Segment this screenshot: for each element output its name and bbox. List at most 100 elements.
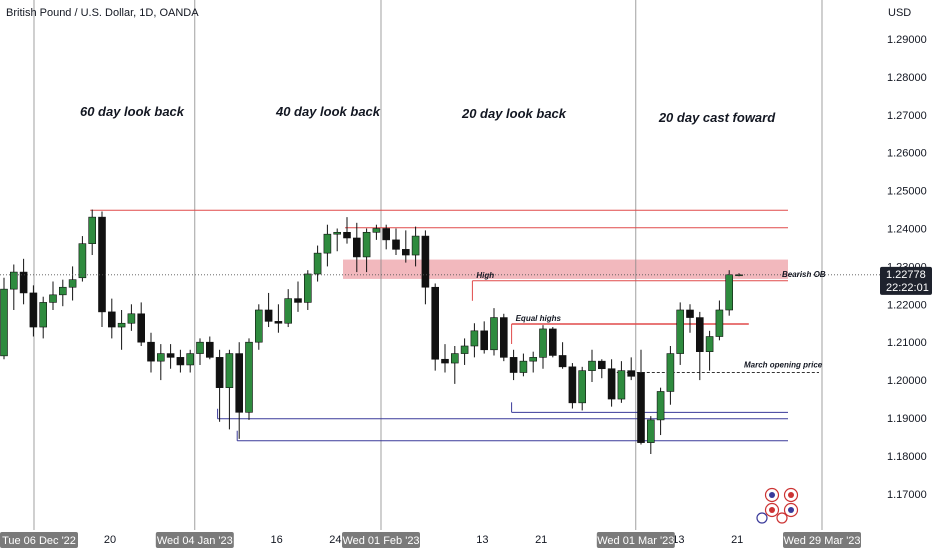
candle	[323, 224, 332, 267]
candle-body	[255, 309, 263, 343]
price-tick-label: 1.18000	[887, 451, 927, 463]
period-label-cast: 20 day cast foward	[658, 110, 776, 125]
candle	[274, 304, 283, 333]
candle-body	[401, 249, 410, 256]
candle-body	[108, 311, 116, 328]
candle	[597, 359, 606, 379]
candle	[705, 330, 714, 371]
price-tick-label: 1.27000	[887, 110, 927, 122]
candle	[78, 236, 87, 282]
candle-body	[147, 341, 155, 362]
candle-body	[568, 366, 577, 404]
high-label: High	[476, 271, 494, 280]
candle-body	[225, 353, 234, 388]
current-price-tag: 1.22778 22:22:01	[880, 266, 932, 295]
period-dividers	[33, 0, 823, 530]
candle	[225, 349, 234, 430]
candle-body	[676, 309, 685, 354]
price-tick-label: 1.28000	[887, 72, 927, 84]
candle-body	[705, 336, 714, 352]
candle	[255, 304, 263, 350]
currency-label: USD	[888, 7, 911, 19]
candle	[715, 300, 724, 341]
candle-body	[294, 298, 302, 303]
candle	[166, 344, 175, 369]
candle-body	[362, 231, 371, 258]
candle	[450, 345, 459, 384]
candle-body	[539, 328, 547, 358]
candle-body	[88, 216, 96, 244]
candle	[627, 357, 636, 381]
candle	[10, 264, 18, 310]
march-open-label: March opening price	[744, 361, 823, 370]
candle-body	[206, 341, 214, 358]
price-axis[interactable]: USD 1.29000 1.28000 1.27000 1.26000 1.25000 1…	[887, 7, 927, 501]
candle-body	[39, 302, 48, 328]
candle-body	[421, 235, 430, 288]
candle-body	[0, 288, 8, 357]
date-tag-label: Wed 01 Feb '23	[342, 535, 419, 547]
candle	[157, 344, 165, 381]
candle-body	[607, 368, 616, 400]
date-tag-bg	[596, 532, 675, 548]
price-tick-label: 1.22000	[887, 299, 927, 311]
candle	[137, 302, 145, 346]
time-tick-label: 13	[476, 534, 488, 546]
period-label-40: 40 day look back	[275, 104, 381, 119]
candle-body	[735, 274, 743, 277]
countdown-value: 22:22:01	[886, 282, 929, 294]
candle-body	[352, 237, 361, 258]
candle	[656, 387, 665, 436]
candle	[19, 258, 28, 305]
price-tick-label: 1.26000	[887, 148, 927, 160]
candle	[695, 311, 704, 381]
candle	[558, 342, 567, 369]
candle	[646, 416, 655, 455]
candle	[490, 308, 498, 356]
candle	[372, 224, 381, 240]
candle	[441, 344, 449, 373]
candle-body	[117, 322, 126, 328]
candle	[303, 270, 312, 310]
candle-body	[68, 279, 77, 288]
flag-badges-icon	[756, 487, 799, 524]
candle-body	[490, 317, 498, 351]
candle	[431, 283, 440, 371]
candle-body	[725, 274, 734, 311]
candle	[186, 349, 194, 373]
candle	[578, 366, 587, 411]
candle	[352, 222, 361, 273]
candle	[529, 351, 538, 373]
candle-body	[470, 330, 479, 347]
candle	[294, 281, 302, 312]
candle	[284, 289, 293, 328]
candle-body	[499, 317, 508, 358]
candle-body	[666, 353, 675, 392]
candle-body	[137, 313, 145, 343]
price-tick-label: 1.17000	[887, 489, 927, 501]
candle	[196, 338, 204, 365]
candle-body	[284, 298, 293, 324]
candle	[499, 313, 508, 362]
candle-body	[313, 252, 322, 275]
candle-body	[382, 228, 391, 241]
candle-body	[627, 370, 636, 377]
price-tick-label: 1.20000	[887, 375, 927, 387]
candle-body	[558, 355, 567, 368]
candle	[29, 285, 38, 337]
candle	[588, 349, 596, 382]
candle	[343, 217, 351, 244]
candle	[264, 292, 273, 328]
price-tick-label: 1.21000	[887, 337, 927, 349]
time-tick-label: 16	[270, 534, 282, 546]
candle	[215, 349, 224, 422]
candle-body	[19, 271, 28, 294]
candle	[617, 361, 626, 403]
candle-body	[646, 419, 655, 443]
candle	[539, 325, 547, 369]
candle-body	[617, 370, 626, 400]
candle	[401, 230, 410, 263]
